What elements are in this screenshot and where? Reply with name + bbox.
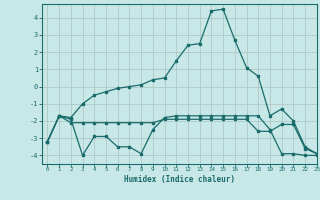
X-axis label: Humidex (Indice chaleur): Humidex (Indice chaleur) [124,175,235,184]
